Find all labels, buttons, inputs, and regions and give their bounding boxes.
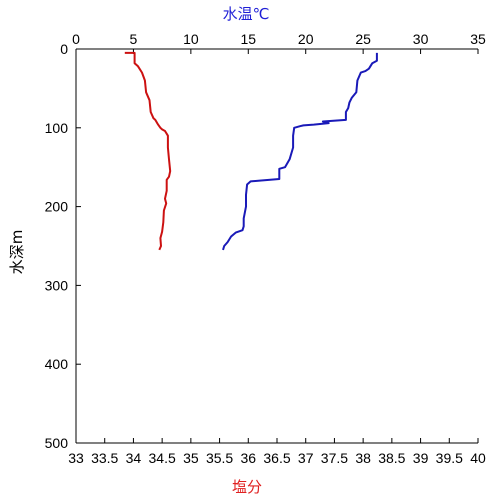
- top-tick-label: 20: [298, 31, 314, 47]
- top-tick-label: 5: [130, 31, 138, 47]
- bottom-tick-label: 38.5: [378, 450, 405, 466]
- bottom-axis-title: 塩分: [232, 478, 262, 496]
- bottom-tick-label: 34: [126, 450, 142, 466]
- bottom-tick-label: 39.5: [436, 450, 463, 466]
- bottom-tick-label: 33: [68, 450, 84, 466]
- top-tick-label: 30: [413, 31, 429, 47]
- y-tick-label: 0: [60, 41, 68, 57]
- y-tick-label: 100: [45, 120, 69, 136]
- top-axis-title: 水温℃: [223, 5, 270, 23]
- plot-frame: [75, 48, 478, 444]
- bottom-tick-label: 36.5: [263, 450, 290, 466]
- bottom-tick-label: 40: [470, 450, 486, 466]
- y-tick-label: 400: [45, 356, 69, 372]
- bottom-tick-label: 36: [240, 450, 256, 466]
- y-tick-label: 300: [45, 277, 69, 293]
- top-tick-label: 15: [240, 31, 256, 47]
- top-tick-label: 10: [183, 31, 199, 47]
- bottom-tick-label: 35.5: [206, 450, 233, 466]
- series-layer: [124, 51, 378, 251]
- bottom-tick-label: 38: [355, 450, 371, 466]
- bottom-tick-label: 37.5: [321, 450, 348, 466]
- bottom-tick-label: 39: [413, 450, 429, 466]
- top-tick-label: 35: [470, 31, 486, 47]
- axis-ticks: 0 5 10 15 20 25 30 35 33 33.5 34 34.5 35 35.5 36 36.5 37…: [45, 31, 486, 466]
- bottom-tick-label: 37: [298, 450, 314, 466]
- salinity-profile-line: [124, 51, 172, 251]
- bottom-tick-label: 33.5: [91, 450, 118, 466]
- y-axis-title: 水深m: [8, 230, 26, 275]
- top-tick-label: 25: [355, 31, 371, 47]
- y-tick-label: 500: [45, 435, 69, 451]
- bottom-tick-label: 34.5: [149, 450, 176, 466]
- y-tick-label: 200: [45, 199, 69, 215]
- temperature-profile-line: [222, 52, 378, 251]
- bottom-tick-label: 35: [183, 450, 199, 466]
- top-tick-label: 0: [72, 31, 80, 47]
